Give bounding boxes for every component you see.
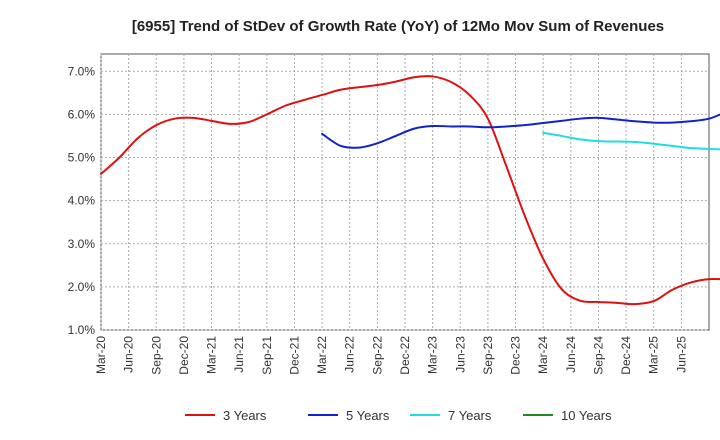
x-tick-label: Mar-21: [205, 336, 219, 374]
y-tick-label: 3.0%: [68, 237, 96, 251]
x-tick-label: Jun-25: [674, 336, 688, 373]
x-tick-label: Mar-23: [426, 336, 440, 374]
series-line-5-years: [321, 113, 720, 149]
x-tick-label: Mar-20: [94, 336, 108, 374]
x-tick-label: Mar-22: [315, 336, 329, 374]
series-line-7-years: [542, 131, 720, 151]
y-tick-label: 1.0%: [68, 323, 96, 337]
series-lines: [100, 75, 720, 306]
legend-label-5-years: 5 Years: [346, 408, 390, 423]
y-tick-label: 6.0%: [68, 107, 96, 121]
y-tick-label: 2.0%: [68, 280, 96, 294]
x-tick-label: Dec-20: [177, 336, 191, 375]
x-tick-label: Jun-21: [232, 336, 246, 373]
x-tick-label: Jun-24: [564, 336, 578, 373]
x-tick-label: Jun-23: [453, 336, 467, 373]
legend: 3 Years 5 Years 7 Years 10 Years: [185, 408, 612, 423]
x-tick-label: Sep-20: [149, 336, 163, 375]
y-tick-label: 5.0%: [68, 151, 96, 165]
legend-label-10-years: 10 Years: [561, 408, 612, 423]
series-line-3-years: [100, 75, 720, 306]
y-axis-ticks: 1.0% 2.0% 3.0% 4.0% 5.0% 6.0% 7.0%: [68, 64, 96, 337]
x-axis-ticks: Mar-20 Jun-20 Sep-20 Dec-20 Mar-21 Jun-21 Sep-…: [94, 336, 688, 375]
x-tick-label: Sep-23: [481, 336, 495, 375]
x-tick-label: Dec-21: [287, 336, 301, 375]
x-tick-label: Mar-25: [647, 336, 661, 374]
x-tick-label: Jun-20: [122, 336, 136, 373]
x-tick-label: Sep-22: [370, 336, 384, 375]
x-tick-label: Jun-22: [343, 336, 357, 373]
x-tick-label: Dec-23: [509, 336, 523, 375]
chart-title: [6955] Trend of StDev of Growth Rate (Yo…: [132, 18, 664, 35]
y-tick-label: 7.0%: [68, 64, 96, 78]
x-tick-label: Sep-21: [260, 336, 274, 375]
x-tick-label: Dec-22: [398, 336, 412, 375]
x-tick-label: Sep-24: [591, 336, 605, 375]
x-tick-label: Mar-24: [536, 336, 550, 374]
x-tick-label: Dec-24: [619, 336, 633, 375]
legend-label-7-years: 7 Years: [448, 408, 492, 423]
y-tick-label: 4.0%: [68, 194, 96, 208]
legend-label-3-years: 3 Years: [223, 408, 267, 423]
